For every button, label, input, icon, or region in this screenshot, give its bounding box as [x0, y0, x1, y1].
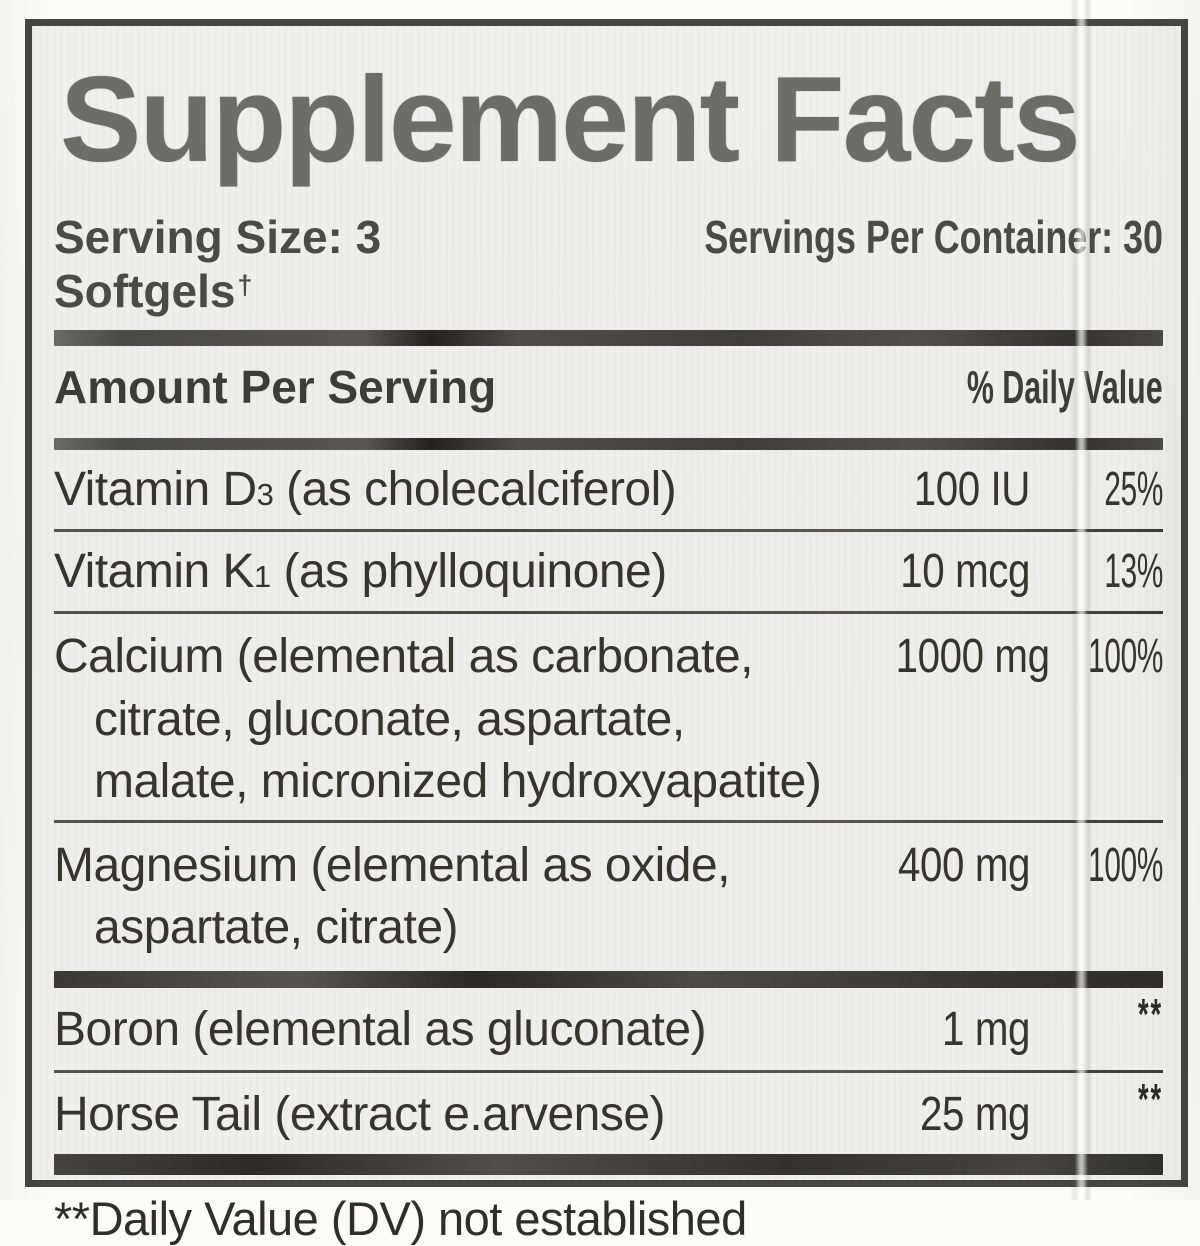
- nutrient-daily-value: 100%: [1088, 838, 1163, 892]
- row-separator: [54, 819, 1163, 823]
- divider-bar-middle: [54, 971, 1163, 989]
- nutrient-name: Magnesium (elemental as oxide, aspartate…: [54, 838, 731, 954]
- nutrient-row-calcium: Calcium (elemental as carbonate, citrate…: [54, 614, 1163, 819]
- nutrient-daily-value-not-established: **: [1138, 990, 1163, 1040]
- subscript: 1: [254, 559, 271, 595]
- nutrient-amount: 400 mg: [898, 838, 1030, 892]
- divider-bar-header: [54, 438, 1163, 450]
- nutrient-amount: 100 IU: [913, 463, 1031, 516]
- row-separator: [54, 529, 1163, 533]
- nutrient-name: Horse Tail (extract e.arvense): [54, 1087, 666, 1141]
- subscript: 3: [256, 477, 274, 512]
- column-header-row: Amount Per Serving % Daily Value: [54, 360, 1163, 414]
- nutrient-row-magnesium: Magnesium (elemental as oxide, aspartate…: [54, 823, 1163, 966]
- amount-per-serving-header: Amount Per Serving: [54, 361, 497, 413]
- nutrient-row-boron: Boron (elemental as gluconate) 1 mg **: [54, 988, 1163, 1069]
- nutrient-name: Vitamin K1 (as phylloquinone): [54, 545, 667, 599]
- dagger-symbol: †: [237, 269, 253, 300]
- nutrient-daily-value-not-established: **: [1138, 1074, 1163, 1124]
- serving-info-row: Serving Size: 3 Softgels† Servings Per C…: [54, 210, 1163, 318]
- nutrient-daily-value: 13%: [1104, 545, 1163, 599]
- nutrient-daily-value: 25%: [1104, 463, 1163, 516]
- nutrient-daily-value: 100%: [1088, 630, 1163, 684]
- nutrient-amount: 25 mg: [920, 1087, 1030, 1141]
- nutrient-name: Vitamin D3 (as cholecalciferol): [54, 463, 677, 516]
- percent-daily-value-header: % Daily Value: [967, 361, 1163, 413]
- row-separator: [54, 1069, 1163, 1073]
- nutrient-amount: 1000 mg: [895, 630, 1050, 684]
- nutrient-row-horse-tail: Horse Tail (extract e.arvense) 25 mg **: [54, 1073, 1163, 1148]
- nutrient-amount: 10 mcg: [900, 545, 1030, 599]
- panel-title: Supplement Facts: [60, 51, 1081, 187]
- serving-size-text: Serving Size: 3 Softgels: [54, 211, 382, 317]
- servings-per-container: Servings Per Container: 30: [704, 211, 1163, 263]
- supplement-facts-panel: Supplement Facts Serving Size: 3 Softgel…: [25, 19, 1188, 1245]
- serving-size: Serving Size: 3 Softgels†: [54, 210, 575, 318]
- row-separator: [54, 611, 1163, 615]
- nutrient-row-vitamin-d3: Vitamin D3 (as cholecalciferol) 100 IU 2…: [54, 450, 1163, 529]
- nutrient-amount: 1 mg: [942, 1003, 1030, 1057]
- nutrient-name: Boron (elemental as gluconate): [54, 1003, 707, 1057]
- divider-bar-bottom: [54, 1153, 1163, 1175]
- nutrient-name: Calcium (elemental as carbonate, citrate…: [54, 630, 822, 809]
- footnote: **Daily Value (DV) not established: [54, 1191, 747, 1245]
- divider-bar-top: [54, 330, 1163, 346]
- nutrient-row-vitamin-k1: Vitamin K1 (as phylloquinone) 10 mcg 13%: [54, 532, 1163, 611]
